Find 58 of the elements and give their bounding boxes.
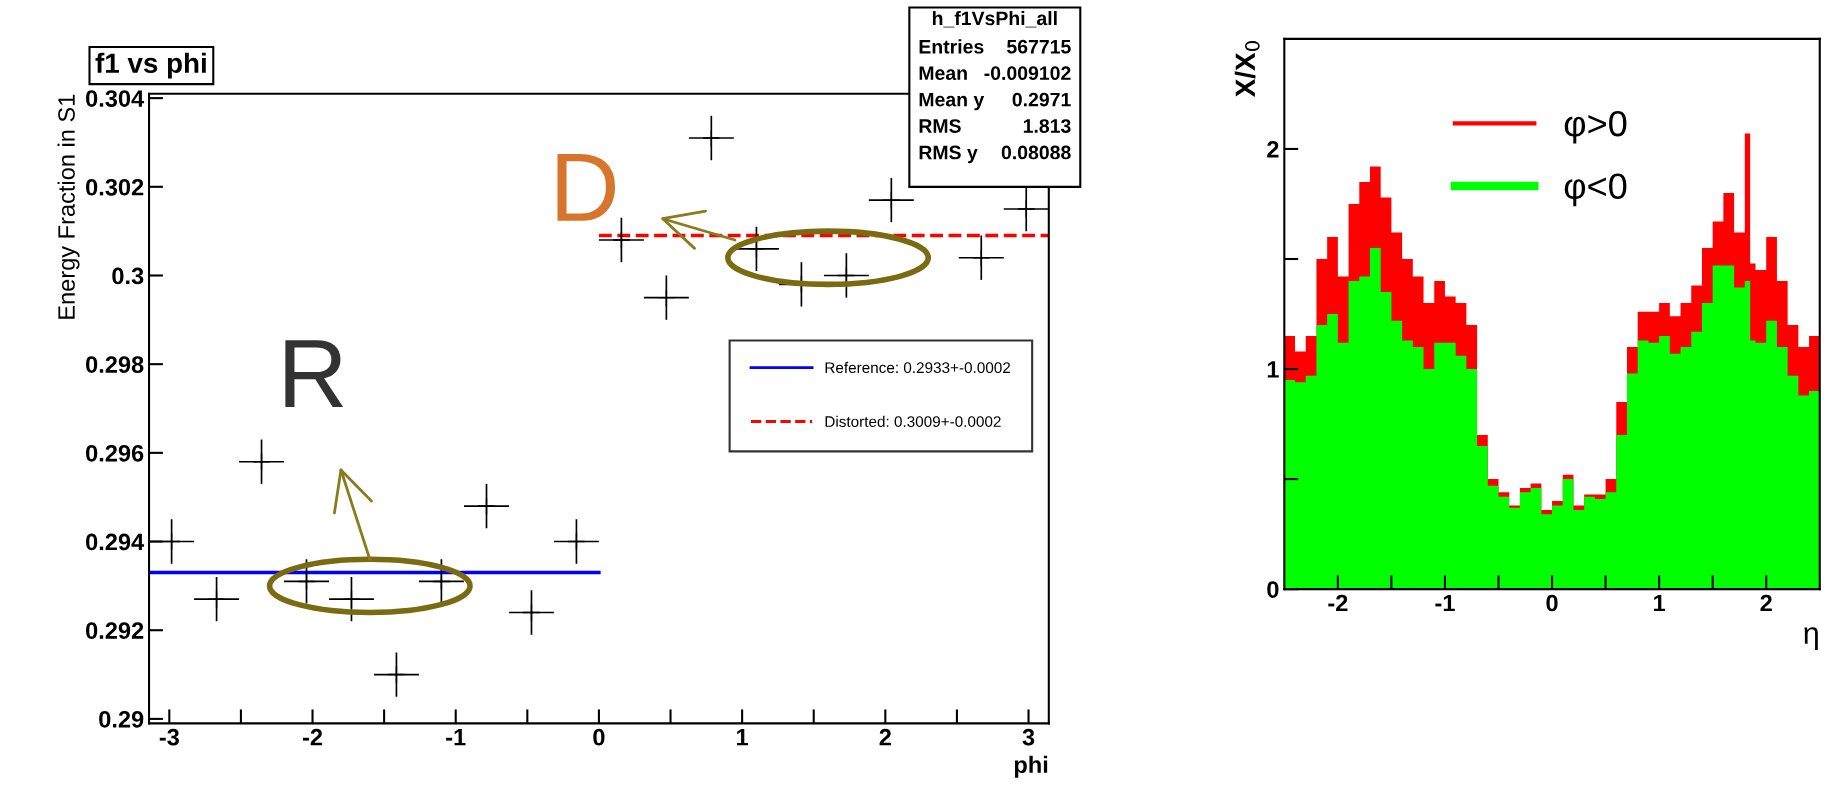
point	[657, 288, 676, 307]
x-tick-label: 3	[1022, 728, 1035, 746]
x-tick-label: -3	[159, 728, 179, 746]
legend-label: Distorted: 0.3009+-0.0002	[825, 415, 1001, 427]
x-tick-label: 2	[1760, 594, 1772, 612]
x-tick-label: 1	[1654, 594, 1666, 612]
y-tick-label: 0.292	[86, 622, 144, 640]
x-tick-label: -1	[446, 729, 466, 746]
annotation: D	[557, 153, 616, 221]
y-tick-label: 0.3	[112, 267, 144, 285]
y-tick-label: 0.298	[86, 356, 144, 373]
annotation: RMS y	[919, 145, 978, 164]
point	[567, 532, 586, 551]
x-tick-label: 1	[737, 729, 749, 746]
text: h_f1VsPhi_all	[932, 10, 1057, 28]
point	[477, 497, 496, 516]
x-tick-label: 0	[593, 728, 605, 746]
y-tick-label: 0.302	[86, 178, 144, 196]
point	[432, 572, 451, 591]
point	[522, 603, 541, 622]
y-tick-label: 0.296	[86, 444, 144, 462]
text: Entries	[919, 39, 984, 54]
annotation: RMS	[919, 119, 961, 133]
legend-label: Reference: 0.2933+-0.0002	[825, 361, 1011, 374]
y-axis-title: X/X$_{0}$	[1234, 41, 1260, 97]
x-tick-label: -2	[302, 728, 323, 746]
x-tick-label: 2	[879, 728, 891, 746]
point	[342, 590, 361, 609]
x-tick-label: -2	[1328, 594, 1348, 612]
point	[612, 230, 631, 250]
legend-label: φ<0	[1564, 173, 1627, 207]
chart-title: f1 vs phi	[95, 52, 206, 79]
point	[702, 129, 721, 148]
y-tick-label: 0.29	[99, 710, 144, 728]
point	[387, 665, 406, 684]
point	[297, 572, 316, 591]
annotation: 1.813	[1023, 119, 1071, 133]
annotation: R	[285, 340, 344, 408]
legend-label: φ>0	[1564, 110, 1627, 144]
annotation: 0.08088	[1001, 145, 1071, 160]
x-axis-title: η	[1804, 627, 1818, 651]
text: 567715	[1007, 39, 1071, 54]
x-axis-title: phi	[1014, 755, 1048, 778]
y-tick-label: 0	[1267, 581, 1279, 598]
y-tick-label: 1	[1267, 361, 1279, 378]
y-tick-label: 2	[1267, 141, 1279, 158]
point	[252, 452, 271, 471]
text: Mean	[919, 66, 967, 81]
annotation: Mean y	[919, 92, 985, 111]
annotation: 0.2971	[1012, 92, 1071, 107]
x-tick-label: 0	[1546, 594, 1558, 612]
x-tick-label: -1	[1435, 594, 1455, 612]
y-tick-label: 0.294	[86, 533, 145, 551]
y-axis-title: Energy Fraction in S1	[57, 94, 80, 319]
point	[1017, 199, 1036, 219]
text: -0.009102	[984, 66, 1071, 81]
point	[207, 590, 226, 609]
y-tick-label: 0.304	[86, 90, 145, 107]
